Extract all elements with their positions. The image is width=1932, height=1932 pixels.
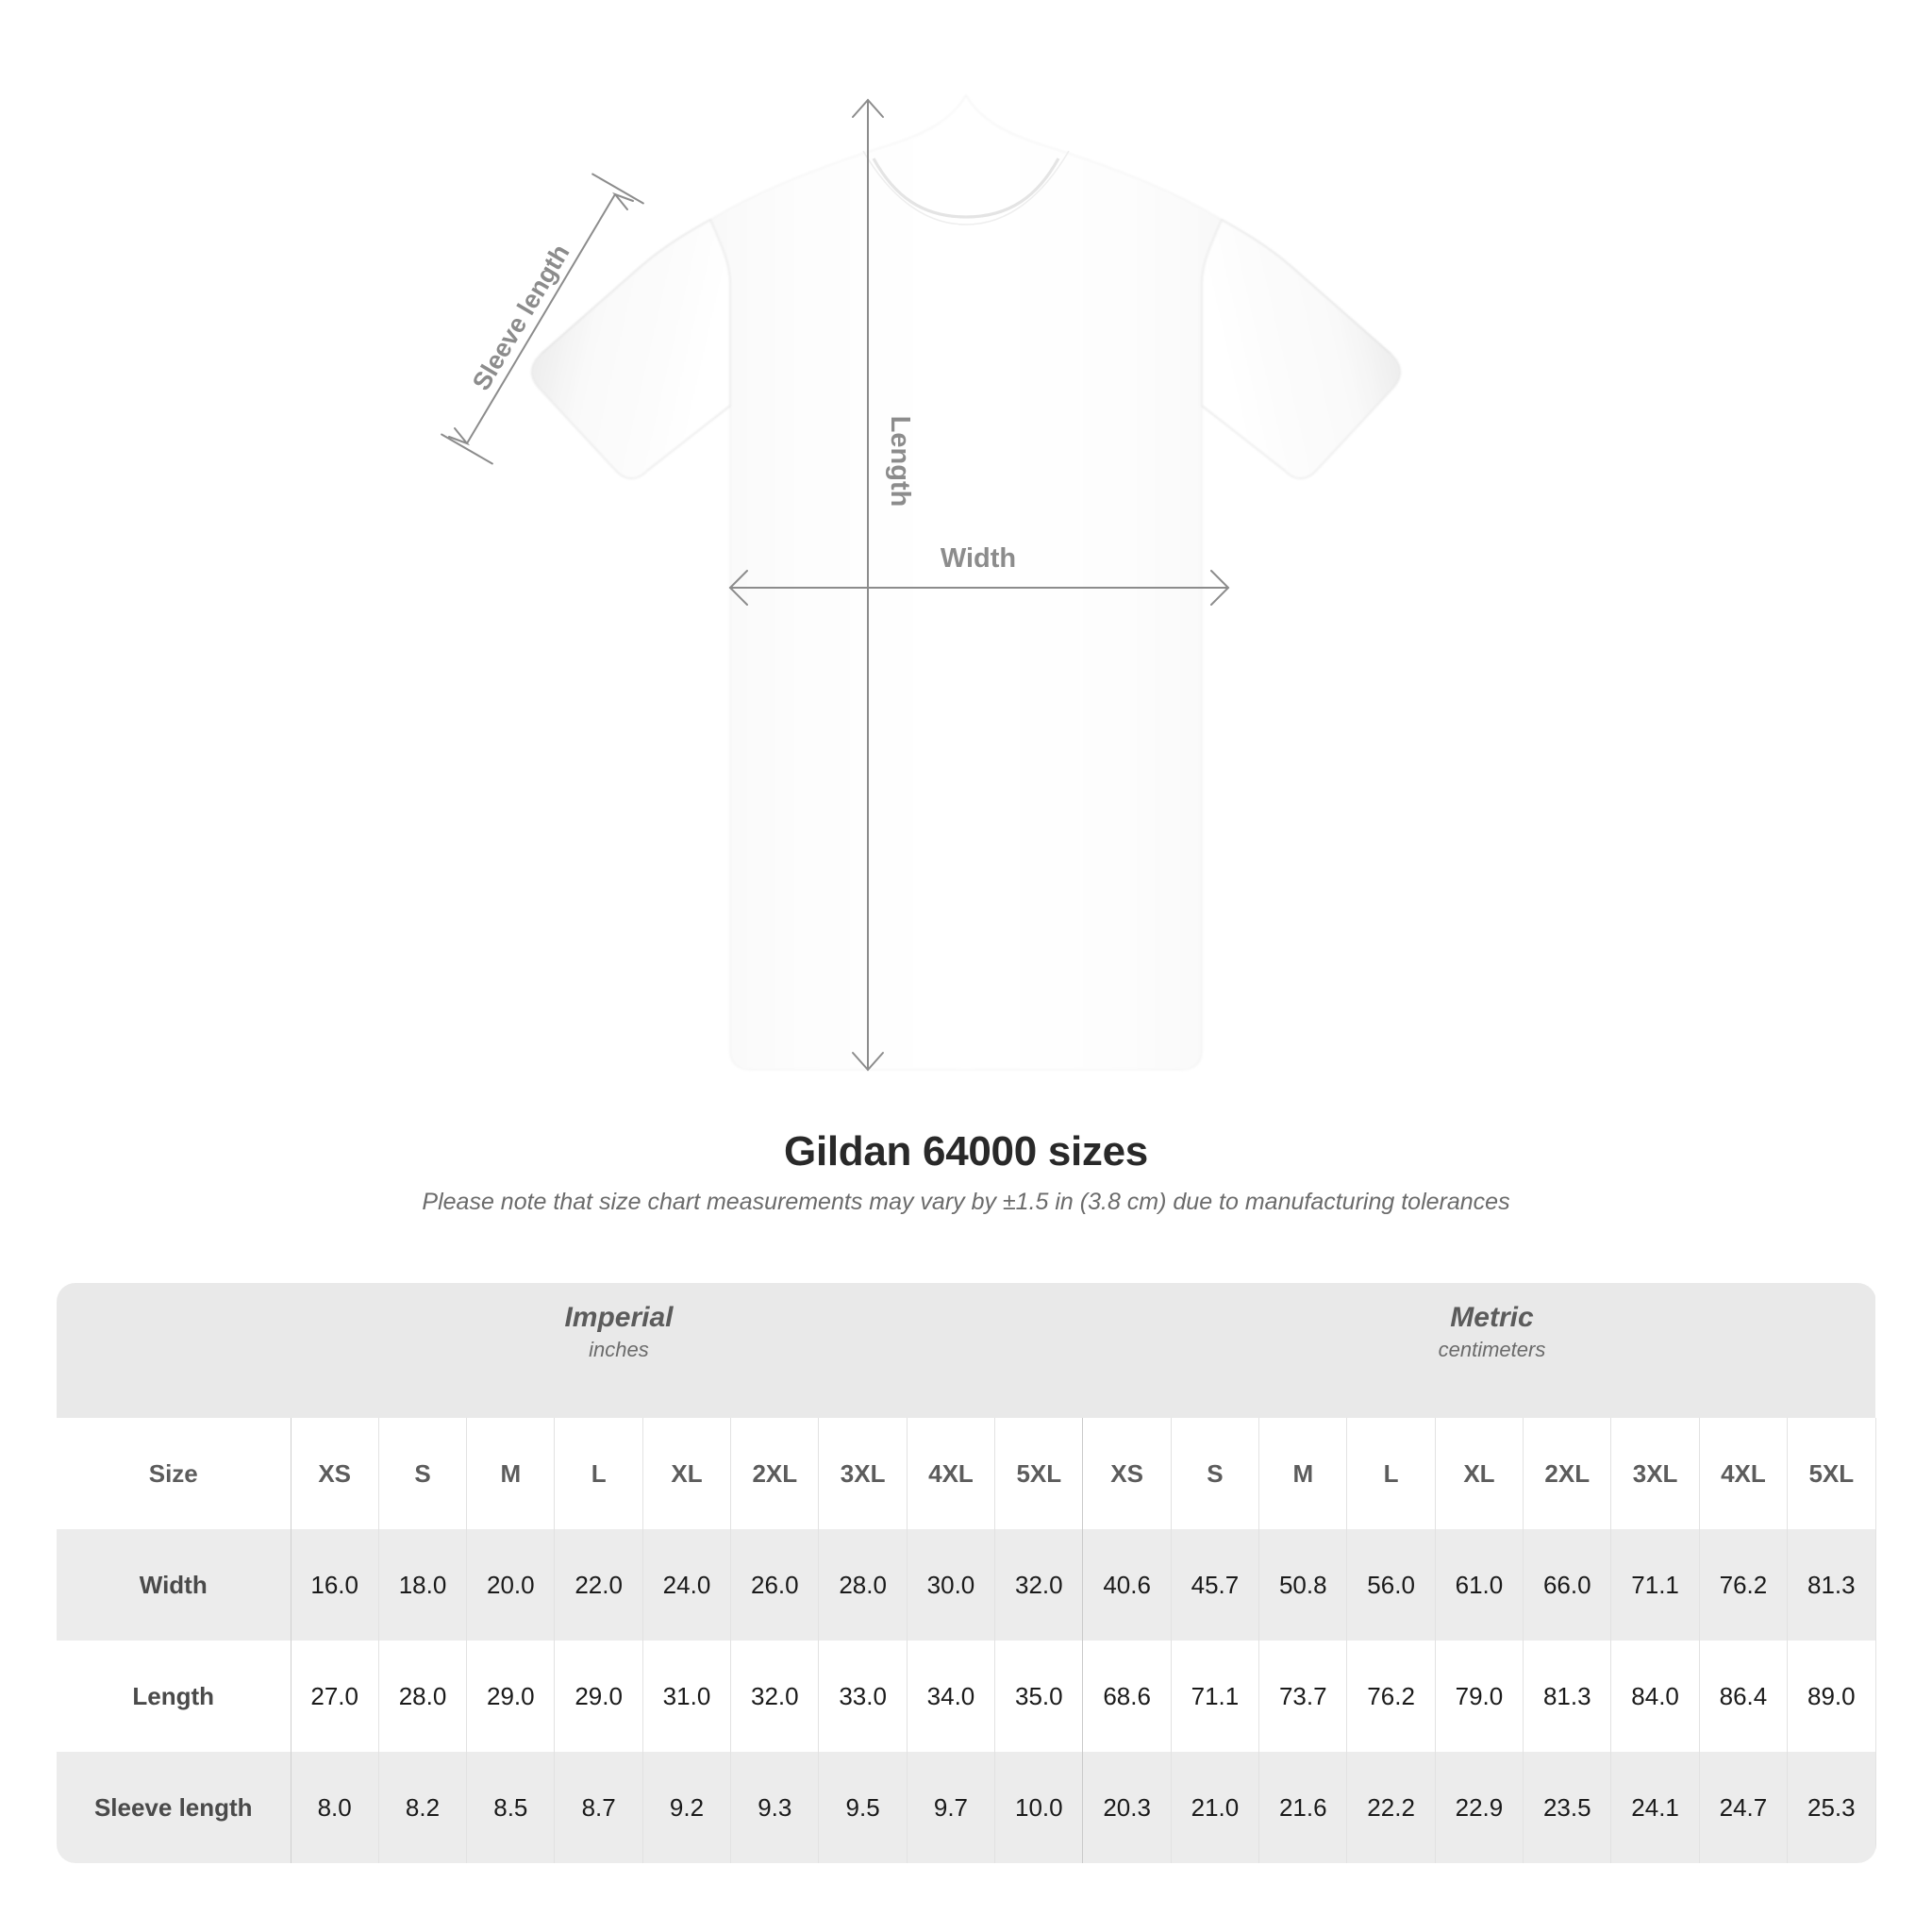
svg-text:Length: Length — [885, 416, 915, 508]
svg-text:Width: Width — [941, 543, 1016, 574]
